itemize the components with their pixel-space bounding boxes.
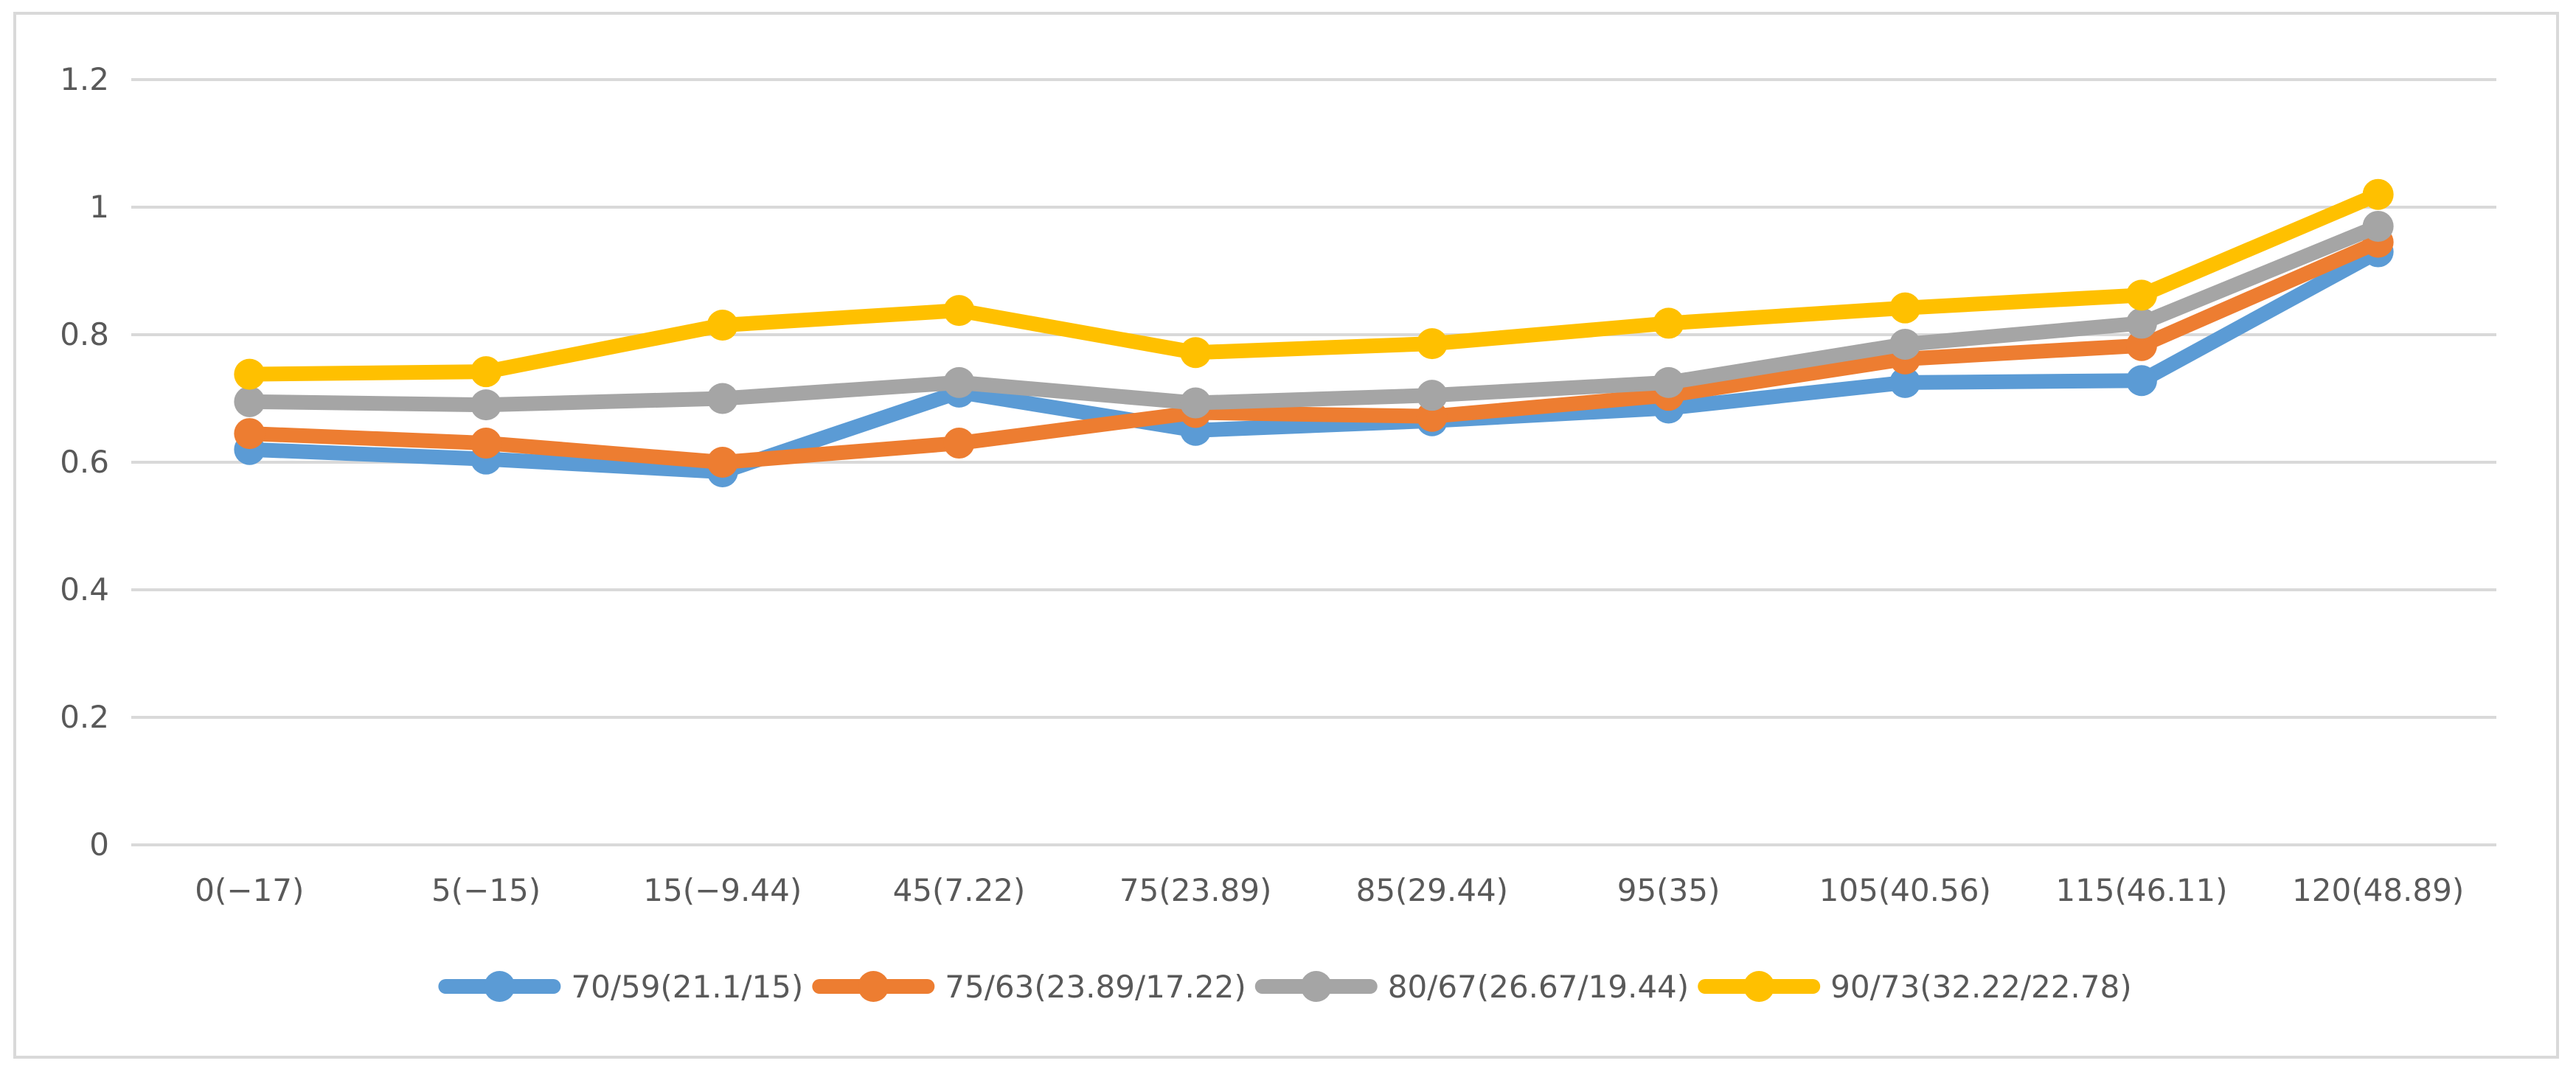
- data-point: [2125, 365, 2157, 397]
- series-line: [242, 187, 2386, 382]
- series-line: [242, 244, 2386, 479]
- data-point: [1180, 337, 1212, 369]
- y-tick-label: 0.2: [60, 699, 109, 735]
- data-point: [234, 358, 265, 390]
- legend-label: 90/73(32.22/22.78): [1830, 969, 2131, 1005]
- y-tick-label: 0.8: [60, 316, 109, 352]
- x-tick-label: 95(35): [1617, 872, 1721, 908]
- data-point: [1653, 307, 1684, 339]
- legend-item: 80/67(26.67/19.44): [1254, 969, 1689, 1005]
- x-tick-label: 105(40.56): [1819, 872, 1991, 908]
- data-point: [471, 389, 502, 421]
- data-point: [1653, 366, 1684, 398]
- legend-item: 70/59(21.1/15): [438, 969, 803, 1005]
- series-line: [242, 234, 2386, 470]
- data-point: [943, 428, 975, 459]
- x-tick-label: 75(23.89): [1119, 872, 1271, 908]
- data-point: [1416, 328, 1448, 360]
- y-axis-ticks: 0 0.2 0.4 0.6 0.8 1 1.2: [60, 61, 109, 863]
- data-point: [943, 295, 975, 327]
- data-point: [1889, 328, 1921, 360]
- x-tick-label: 120(48.89): [2292, 872, 2464, 908]
- x-tick-label: 5(−15): [431, 872, 541, 908]
- data-point: [234, 386, 265, 417]
- series-3: [234, 210, 2394, 421]
- legend-swatch-marker: [1300, 971, 1332, 1002]
- data-point: [2125, 307, 2157, 339]
- legend: 70/59(21.1/15) 75/63(23.89/17.22) 80/67(26…: [438, 969, 2132, 1005]
- legend-swatch-marker: [484, 971, 515, 1002]
- legend-label: 75/63(23.89/17.22): [945, 969, 1246, 1005]
- x-tick-label: 115(46.11): [2055, 872, 2227, 908]
- y-tick-label: 0.4: [60, 571, 109, 607]
- data-point: [1180, 387, 1212, 419]
- data-point: [943, 366, 975, 398]
- y-tick-label: 0.6: [60, 444, 109, 480]
- legend-swatch-marker: [1743, 971, 1775, 1002]
- data-point: [471, 428, 502, 459]
- data-point: [2362, 178, 2394, 210]
- data-point: [707, 383, 738, 414]
- y-tick-label: 1: [89, 189, 109, 225]
- series-group: [234, 178, 2394, 487]
- data-point: [234, 418, 265, 450]
- legend-label: 80/67(26.67/19.44): [1388, 969, 1689, 1005]
- data-point: [1416, 380, 1448, 411]
- x-tick-label: 15(−9.44): [643, 872, 802, 908]
- legend-swatch-marker: [858, 971, 889, 1002]
- legend-item: 90/73(32.22/22.78): [1698, 969, 2132, 1005]
- data-point: [707, 310, 738, 341]
- data-point: [1889, 366, 1921, 398]
- x-tick-label: 0(−17): [195, 872, 304, 908]
- legend-label: 70/59(21.1/15): [571, 969, 803, 1005]
- data-point: [2125, 279, 2157, 311]
- x-tick-label: 85(29.44): [1356, 872, 1508, 908]
- y-tick-label: 1.2: [60, 61, 109, 97]
- series-4: [234, 178, 2394, 390]
- x-axis-ticks: 0(−17) 5(−15) 15(−9.44) 45(7.22) 75(23.89) 85…: [195, 872, 2464, 908]
- gridlines: [131, 78, 2496, 846]
- y-tick-label: 0: [89, 826, 109, 863]
- data-point: [707, 447, 738, 478]
- data-point: [471, 356, 502, 388]
- chart-area: [13, 12, 2559, 1059]
- data-point: [2362, 210, 2394, 242]
- data-point: [1889, 292, 1921, 324]
- series-line: [242, 218, 2386, 413]
- legend-item: 75/63(23.89/17.22): [812, 969, 1246, 1005]
- x-tick-label: 45(7.22): [893, 872, 1026, 908]
- data-point: [2125, 330, 2157, 361]
